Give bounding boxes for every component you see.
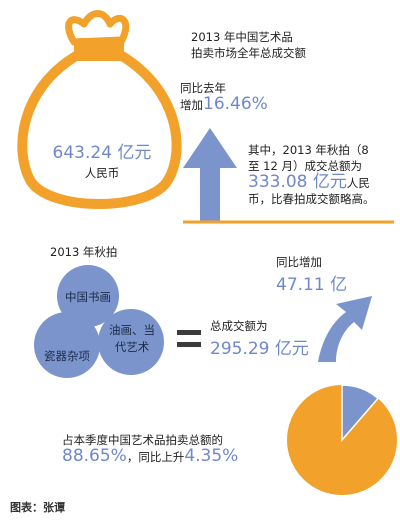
category-chinese-painting: 中国书画	[65, 290, 111, 304]
curved-arrow-icon	[318, 296, 372, 362]
autumn-total-label: 总成交额为	[210, 319, 268, 333]
autumn-note-line-4: 币，比春拍成交额略高。	[248, 192, 375, 206]
yoy-value: 16.46%	[203, 94, 268, 114]
category-porcelain: 瓷器杂项	[44, 349, 90, 363]
autumn-note-line-3: 人民	[346, 176, 370, 190]
autumn-increase-value: 47.11 亿	[276, 275, 348, 295]
yoy-prefix: 增加	[180, 98, 203, 112]
total-unit: 人民币	[84, 166, 120, 180]
autumn-increase-label: 同比增加	[276, 255, 322, 269]
autumn-total-block: 总成交额为 295.29 亿元	[210, 318, 309, 359]
equals-icon	[177, 330, 201, 347]
pie-remainder-slice	[341, 384, 380, 443]
autumn-increase-block: 同比增加 47.11 亿	[276, 254, 347, 295]
autumn-title: 2013 年秋拍	[50, 245, 118, 259]
autumn-total-value: 295.29 亿元	[210, 339, 309, 359]
circle-oil-painting	[98, 309, 164, 375]
share-block: 占本季度中国艺术品拍卖总额的 88.65%，同比上升4.35%	[62, 432, 238, 465]
image-credit: 图表：张谭	[10, 501, 65, 514]
title-line-1: 2013 年中国艺术品	[191, 30, 293, 44]
total-amount-block: 643.24 亿元 人民币	[46, 138, 158, 181]
page-title: 2013 年中国艺术品 拍卖市场全年总成交额	[191, 29, 381, 61]
autumn-note-value: 333.08 亿元	[248, 172, 347, 192]
money-bag-icon	[17, 10, 182, 209]
share-pie-chart	[287, 384, 397, 495]
total-amount: 643.24 亿元	[52, 143, 152, 163]
autumn-note: 其中，2013 年秋拍（8 至 12 月）成交总额为 333.08 亿元人民 币…	[248, 142, 396, 207]
share-mid: ，同比上升	[126, 450, 185, 464]
share-value: 88.65%	[62, 446, 127, 466]
autumn-note-line-1: 其中，2013 年秋拍（8	[248, 143, 369, 157]
share-label: 占本季度中国艺术品拍卖总额的	[62, 433, 223, 447]
yoy-block: 同比去年 增加16.46%	[180, 80, 268, 113]
autumn-note-line-2: 至 12 月）成交总额为	[248, 159, 362, 173]
title-line-2: 拍卖市场全年总成交额	[191, 46, 306, 60]
category-oil-painting: 油画、当代艺术	[109, 323, 155, 354]
yoy-label: 同比去年	[180, 81, 226, 95]
circle-porcelain	[34, 312, 100, 378]
share-change: 4.35%	[184, 446, 239, 466]
circle-chinese-painting	[57, 265, 119, 327]
up-arrow-icon	[183, 128, 237, 222]
